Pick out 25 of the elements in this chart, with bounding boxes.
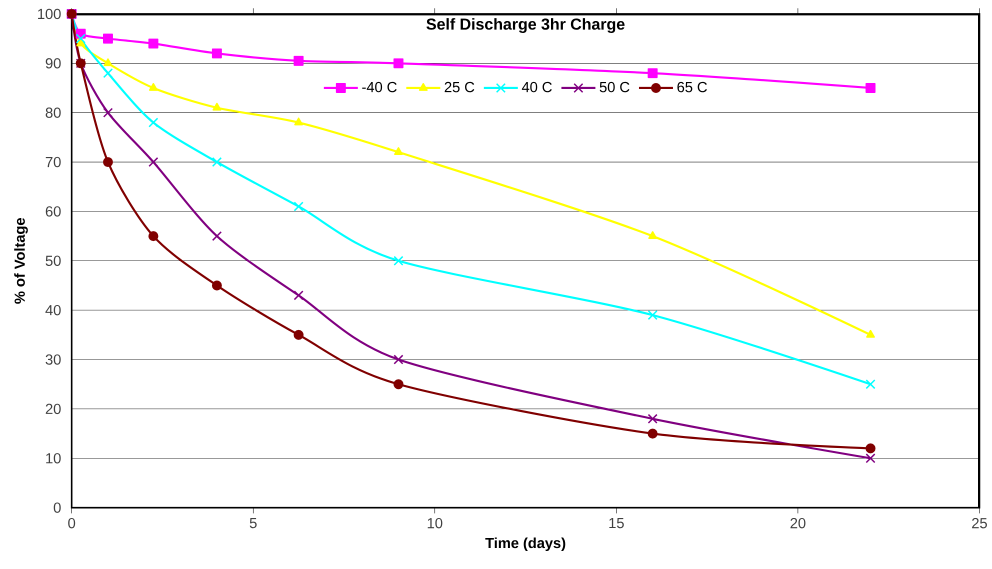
- y-tick-label: 80: [46, 107, 61, 118]
- legend-label: 50 C: [600, 82, 630, 92]
- y-tick-label: 10: [46, 452, 61, 464]
- x-tick-label: 0: [68, 518, 76, 528]
- legend-label: -40 C: [362, 82, 397, 92]
- y-tick-label: 0: [54, 502, 61, 513]
- legend-label: 25 C: [444, 82, 474, 92]
- legend-label: 65 C: [677, 82, 707, 92]
- y-tick-label: 40: [45, 304, 61, 316]
- legend-label: 40 C: [522, 82, 552, 92]
- y-tick-label: 20: [46, 404, 61, 414]
- y-tick-label: 100: [38, 8, 61, 19]
- x-tick-label: 20: [790, 518, 806, 528]
- y-tick-label: 90: [46, 58, 61, 68]
- y-tick-label: 70: [46, 156, 61, 168]
- x-tick-label: 25: [972, 518, 987, 528]
- chart-title: Self Discharge 3hr Charge: [426, 18, 625, 33]
- y-tick-label: 60: [46, 206, 61, 216]
- y-tick-label: 30: [46, 354, 61, 365]
- y-tick-label: 50: [46, 255, 61, 266]
- y-axis-title: % of Voltage: [14, 218, 28, 304]
- x-tick-label: 15: [609, 518, 624, 528]
- x-axis-title: Time (days): [485, 537, 566, 551]
- x-tick-label: 5: [250, 518, 257, 528]
- x-tick-label: 10: [428, 518, 442, 528]
